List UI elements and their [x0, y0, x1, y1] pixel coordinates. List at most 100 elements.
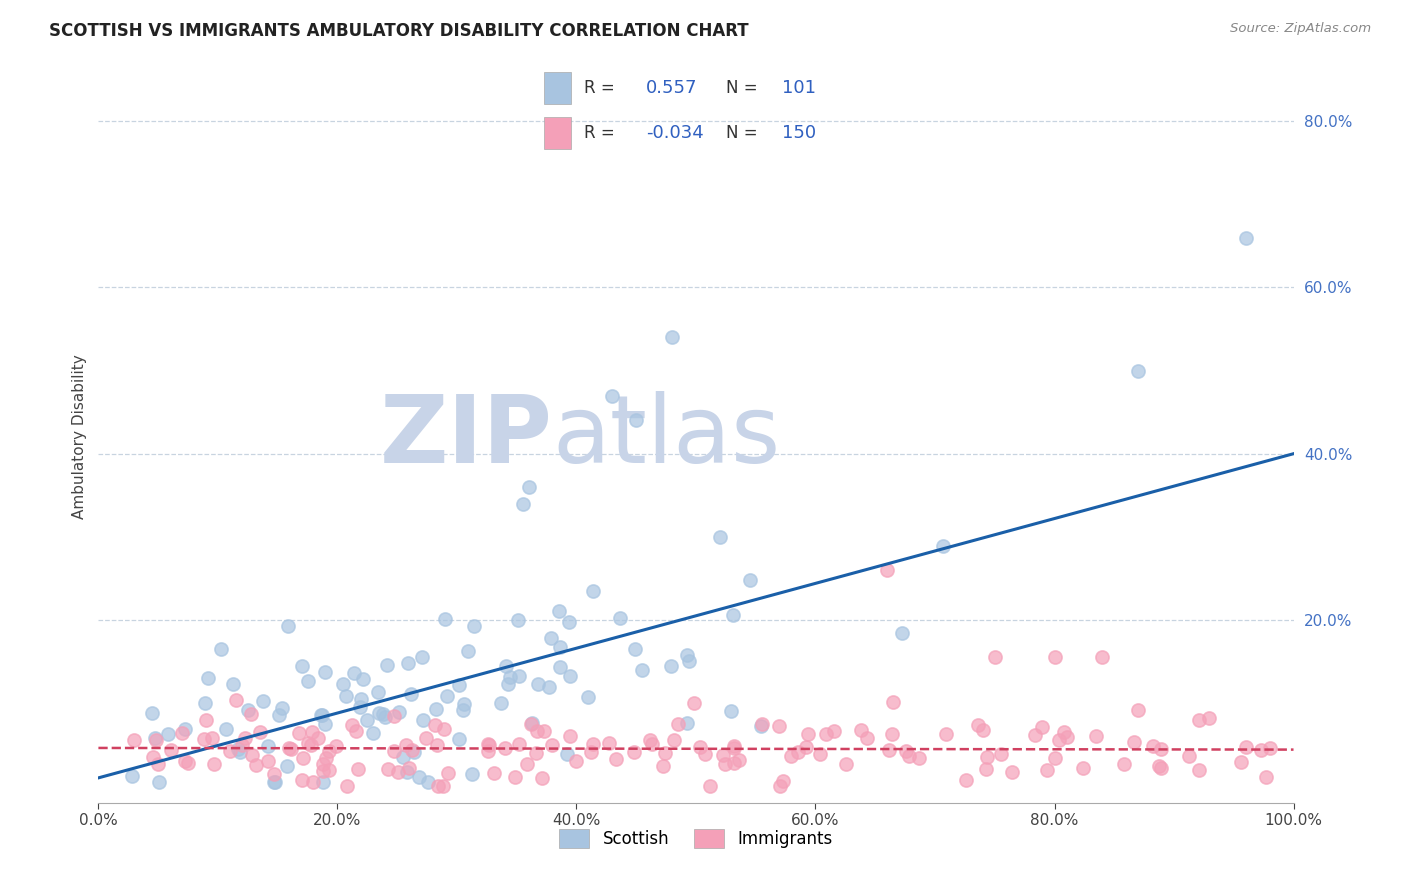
- Point: [678, 654, 700, 668]
- Point: [302, 775, 325, 789]
- Point: [233, 731, 256, 746]
- Text: -0.034: -0.034: [645, 124, 703, 142]
- Point: [531, 772, 554, 786]
- Point: [720, 704, 742, 718]
- Point: [314, 665, 336, 679]
- Point: [201, 731, 224, 746]
- Point: [229, 745, 252, 759]
- Point: [526, 723, 548, 738]
- Point: [252, 694, 274, 708]
- Point: [661, 330, 683, 344]
- Point: [721, 608, 744, 623]
- Point: [560, 669, 582, 683]
- FancyBboxPatch shape: [544, 72, 571, 103]
- Point: [1142, 739, 1164, 754]
- Text: ZIP: ZIP: [380, 391, 553, 483]
- Point: [908, 751, 931, 765]
- Point: [209, 641, 232, 656]
- Point: [808, 747, 831, 761]
- Point: [598, 736, 620, 750]
- Point: [396, 765, 419, 780]
- Point: [1122, 735, 1144, 749]
- Point: [1047, 733, 1070, 747]
- Point: [263, 767, 285, 781]
- Point: [278, 741, 301, 756]
- Point: [576, 690, 599, 705]
- Point: [121, 769, 143, 783]
- Point: [148, 775, 170, 789]
- Point: [335, 779, 357, 793]
- Point: [856, 731, 879, 745]
- Point: [367, 685, 389, 699]
- Point: [508, 669, 530, 683]
- Point: [533, 723, 555, 738]
- Text: atlas: atlas: [553, 391, 780, 483]
- Point: [239, 706, 262, 721]
- Point: [423, 718, 446, 732]
- Point: [1053, 724, 1076, 739]
- Point: [1229, 755, 1251, 769]
- Point: [432, 779, 454, 793]
- Point: [1258, 741, 1281, 756]
- Point: [256, 754, 278, 768]
- Point: [377, 762, 399, 776]
- Point: [193, 731, 215, 746]
- Point: [780, 748, 803, 763]
- Point: [437, 765, 460, 780]
- Point: [1250, 743, 1272, 757]
- Point: [160, 742, 183, 756]
- Point: [447, 731, 470, 746]
- Point: [974, 762, 997, 776]
- Point: [374, 710, 396, 724]
- Point: [548, 660, 571, 674]
- Legend: Scottish, Immigrants: Scottish, Immigrants: [551, 821, 841, 856]
- Point: [271, 701, 294, 715]
- Point: [391, 750, 413, 764]
- Point: [558, 615, 581, 629]
- Point: [491, 697, 513, 711]
- Point: [335, 689, 357, 703]
- Point: [143, 731, 166, 745]
- Point: [638, 732, 661, 747]
- Point: [225, 692, 247, 706]
- Point: [350, 692, 373, 706]
- Point: [245, 758, 267, 772]
- Point: [382, 708, 405, 723]
- Point: [402, 745, 425, 759]
- Point: [1112, 757, 1135, 772]
- Point: [195, 714, 218, 728]
- Point: [401, 743, 423, 757]
- Point: [897, 748, 920, 763]
- Point: [548, 640, 571, 654]
- Point: [463, 619, 485, 633]
- Point: [891, 626, 914, 640]
- Point: [356, 713, 378, 727]
- Point: [751, 716, 773, 731]
- Point: [427, 779, 450, 793]
- Point: [280, 742, 302, 756]
- Point: [202, 756, 225, 771]
- Point: [325, 739, 347, 754]
- Point: [659, 658, 682, 673]
- Point: [173, 754, 195, 768]
- Point: [457, 643, 479, 657]
- Point: [519, 717, 541, 731]
- Point: [461, 766, 484, 780]
- Point: [482, 766, 505, 780]
- Point: [408, 770, 430, 784]
- Point: [447, 678, 470, 692]
- Point: [231, 738, 253, 752]
- Point: [287, 726, 309, 740]
- Point: [318, 744, 340, 758]
- Point: [382, 744, 405, 758]
- Point: [453, 697, 475, 711]
- Point: [412, 713, 434, 727]
- Point: [794, 740, 817, 755]
- Text: 150: 150: [782, 124, 815, 142]
- Point: [240, 748, 263, 763]
- Point: [740, 574, 762, 588]
- Point: [297, 674, 319, 689]
- Point: [623, 746, 645, 760]
- Point: [332, 676, 354, 690]
- Point: [311, 708, 333, 723]
